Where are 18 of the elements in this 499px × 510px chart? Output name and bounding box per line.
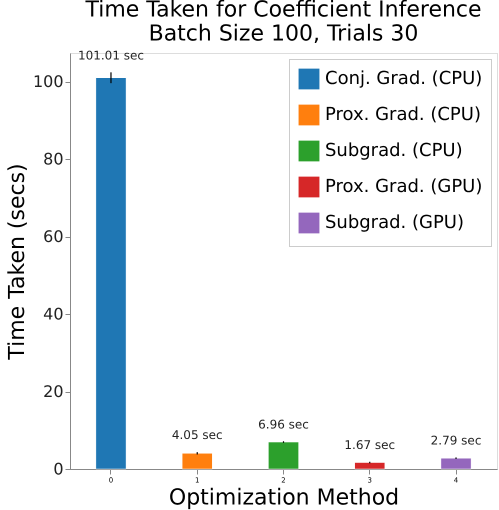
x-axis-title: Optimization Method [168,486,400,510]
legend-label: Subgrad. (CPU) [325,140,463,161]
legend-label: Prox. Grad. (GPU) [325,176,482,197]
y-tick-label: 60 [43,227,64,246]
legend-label: Conj. Grad. (CPU) [325,68,482,89]
data-label: 2.79 sec [430,433,482,448]
legend-label: Prox. Grad. (CPU) [325,104,481,125]
y-tick-label: 40 [43,304,64,324]
y-axis-title: Time Taken (secs) [4,163,30,361]
data-label: 101.01 sec [78,48,144,62]
data-label: 4.05 sec [172,428,223,442]
legend-label: Subgrad. (GPU) [325,212,464,233]
y-tick-label: 100 [32,72,64,92]
y-tick-label: 80 [43,150,64,169]
chart-title: Time Taken for Coefficient Inference Batch Size 100, Trials 30 [84,0,482,46]
data-label: 6.96 sec [258,417,309,432]
y-tick-label: 20 [43,382,64,402]
data-label: 1.67 sec [344,438,396,452]
